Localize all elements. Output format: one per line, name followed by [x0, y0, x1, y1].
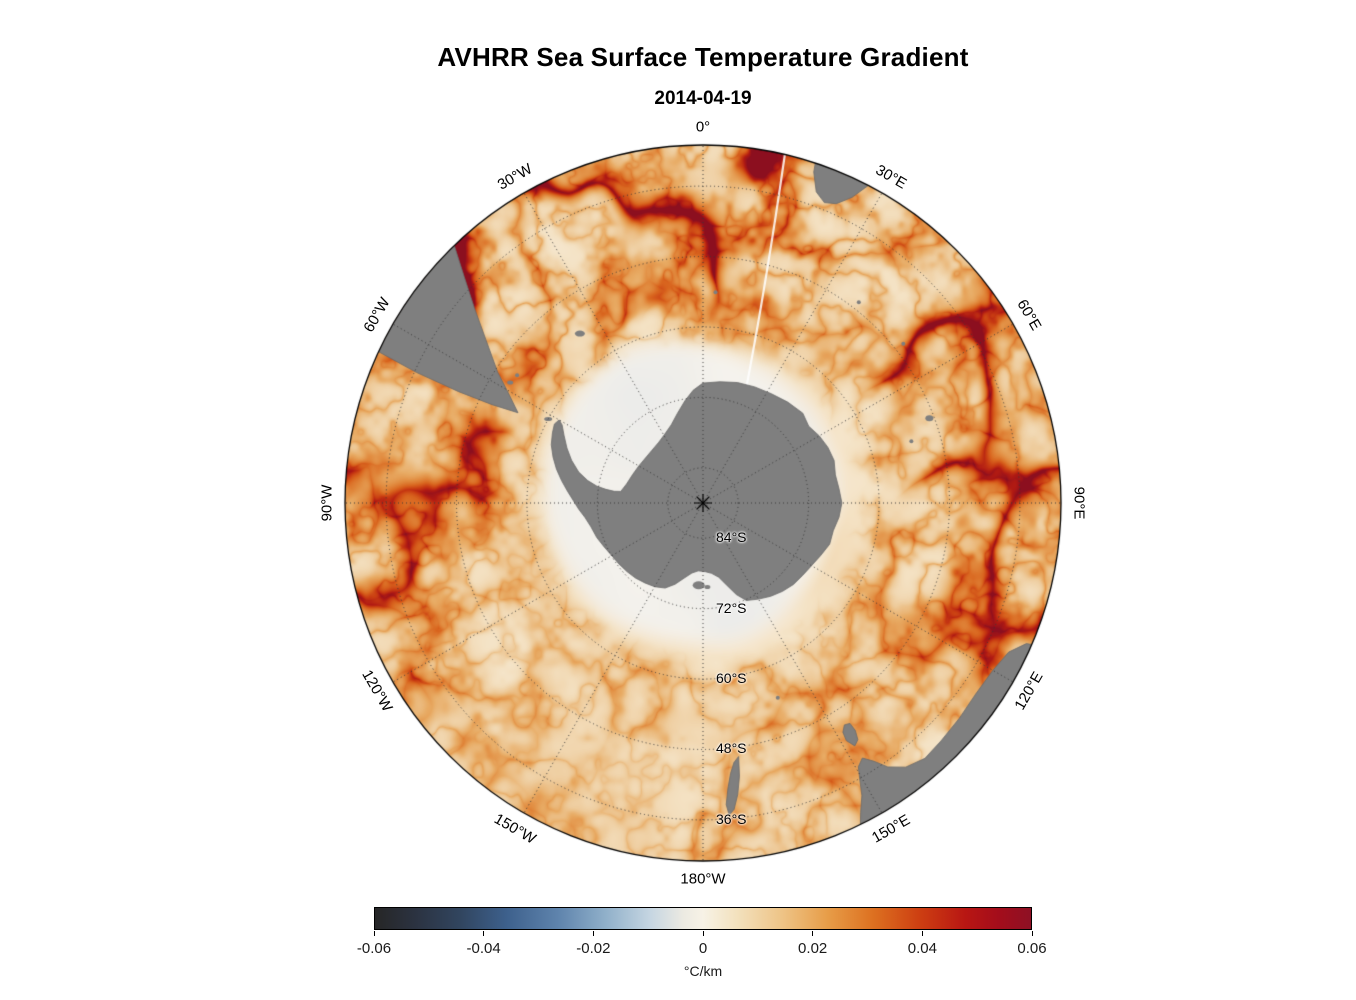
colorbar-tick-label: 0: [698, 940, 708, 957]
colorbar-tick-label: 0.06: [1017, 940, 1047, 957]
colorbar-tick-mark: [812, 931, 814, 936]
colorbar-tick-mark: [373, 931, 375, 936]
colorbar-tick-label: 0.02: [798, 940, 828, 957]
colorbar-tick-label: -0.04: [466, 940, 501, 957]
colorbar-tick-label: -0.06: [356, 940, 392, 957]
colorbar-tick-mark: [921, 931, 923, 936]
colorbar-tick-mark: [702, 931, 704, 936]
colorbar-tick-label: 0.04: [907, 940, 937, 957]
polar-sst-map-canvas: [0, 0, 1356, 900]
colorbar-tick-mark: [483, 931, 485, 936]
colorbar-gradient-bar: [374, 907, 1032, 930]
colorbar-tick-mark: [1031, 931, 1033, 936]
colorbar-tick-label: -0.02: [576, 940, 611, 957]
colorbar-unit-label: °C/km: [683, 963, 723, 979]
colorbar-tick-mark: [592, 931, 594, 936]
